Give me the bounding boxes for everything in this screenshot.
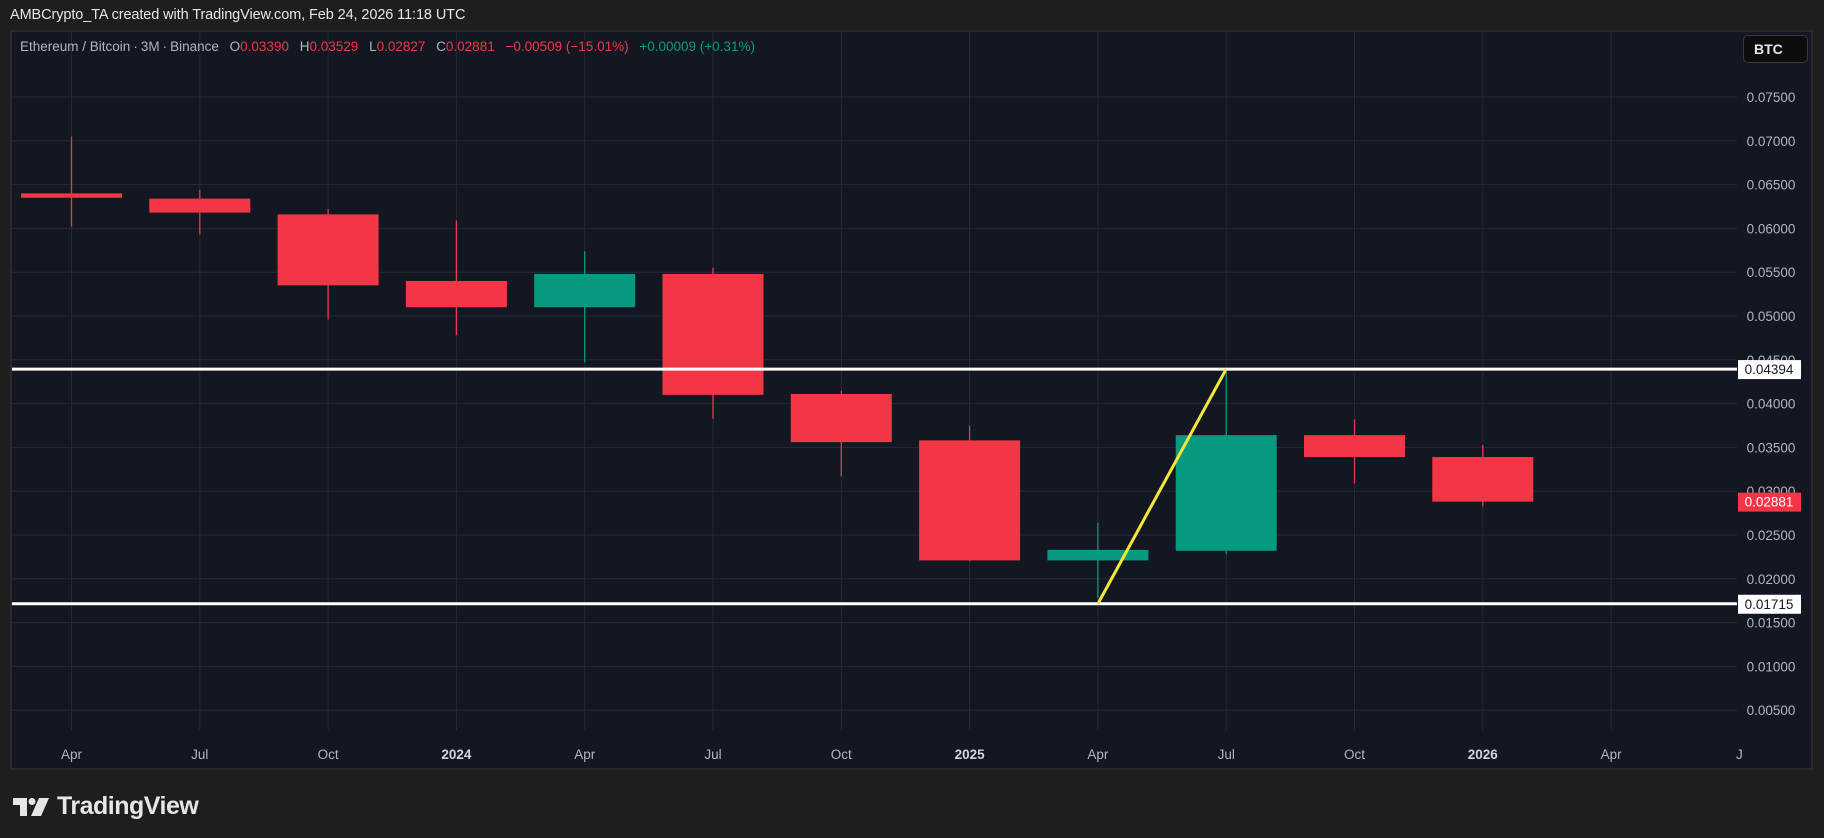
candle-body-down[interactable]	[277, 214, 379, 286]
high-value: 0.03529	[309, 39, 359, 54]
price-axis-label: 0.05500	[1747, 265, 1796, 280]
exchange: Binance	[170, 39, 219, 54]
time-axis-label: Jul	[191, 747, 208, 762]
candle-body-down[interactable]	[662, 273, 764, 395]
price-axis-label: 0.07500	[1747, 90, 1796, 105]
time-axis-label: Oct	[1344, 747, 1365, 762]
time-axis-label: Apr	[61, 747, 83, 762]
level-price-badge	[1738, 360, 1801, 380]
separator: ·	[133, 39, 138, 54]
price-axis-label: 0.00500	[1747, 703, 1796, 718]
candle-body-down[interactable]	[919, 440, 1021, 561]
price-axis-label: 0.04000	[1747, 397, 1796, 412]
separator: ·	[162, 39, 168, 54]
time-axis-label: Jul	[1218, 747, 1235, 762]
price-axis-label: 0.01000	[1747, 659, 1796, 674]
change-value: −0.00509 (−15.01%)	[505, 39, 629, 54]
candle-body-up[interactable]	[534, 273, 636, 308]
price-axis-label: 0.02500	[1747, 528, 1796, 543]
open-value: 0.03390	[240, 39, 289, 54]
price-axis-label: 0.07000	[1747, 134, 1796, 149]
symbol-name[interactable]: Ethereum / Bitcoin	[20, 39, 131, 54]
price-axis-label: 0.03500	[1747, 440, 1796, 455]
time-axis-label: J	[1736, 747, 1743, 762]
interval[interactable]: 3M	[140, 39, 160, 54]
symbol-legend: Ethereum / Bitcoin · 3M · Binance O0.03390 H…	[20, 39, 755, 54]
low-value: 0.02827	[376, 39, 426, 54]
chart-panel[interactable]	[10, 30, 1813, 770]
currency-unit-button[interactable]: BTC	[1743, 35, 1808, 63]
low-label: L	[369, 39, 377, 54]
last-price-label: 0.02881	[1745, 495, 1794, 510]
time-axis-label: Jul	[704, 747, 721, 762]
level-price-label: 0.04394	[1745, 362, 1794, 377]
price-axis-label: 0.06000	[1747, 221, 1796, 236]
time-axis-label: 2024	[441, 747, 472, 762]
candle-body-down[interactable]	[149, 198, 251, 213]
candle-body-down[interactable]	[1432, 457, 1534, 502]
tradingview-logo: TradingView	[13, 792, 199, 821]
time-axis-label: 2025	[955, 747, 986, 762]
price-axis-label: 0.02000	[1747, 572, 1796, 587]
last-price-badge	[1738, 492, 1801, 512]
secondary-change-value: +0.00009 (+0.31%)	[639, 39, 755, 54]
tradingview-logo-icon	[13, 797, 49, 816]
price-axis-label: 0.06500	[1747, 178, 1796, 193]
candle-body-up[interactable]	[1047, 549, 1149, 561]
level-price-label: 0.01715	[1745, 597, 1794, 612]
candle-body-down[interactable]	[1304, 435, 1405, 458]
price-axis-label: 0.05000	[1747, 309, 1796, 324]
candle-body-down[interactable]	[790, 393, 892, 443]
candle-body-up[interactable]	[1175, 435, 1277, 551]
time-axis-label: Apr	[1087, 747, 1109, 762]
trend-line[interactable]	[1096, 368, 1228, 605]
time-axis-label: 2026	[1468, 747, 1499, 762]
time-axis-label: Oct	[318, 747, 339, 762]
tradingview-logo-text: TradingView	[57, 792, 199, 820]
open-label: O	[229, 39, 241, 54]
time-axis-label: Apr	[574, 747, 596, 762]
high-label: H	[299, 39, 310, 54]
close-value: 0.02881	[445, 39, 495, 54]
candle-body-down[interactable]	[405, 280, 507, 308]
price-axis-label: 0.01500	[1747, 616, 1796, 631]
candle-body-down[interactable]	[21, 193, 122, 198]
chart-attribution: AMBCrypto_TA created with TradingView.co…	[10, 7, 466, 23]
time-axis-label: Oct	[831, 747, 852, 762]
time-axis-label: Apr	[1601, 747, 1623, 762]
close-label: C	[436, 39, 446, 54]
level-price-badge	[1738, 594, 1801, 614]
